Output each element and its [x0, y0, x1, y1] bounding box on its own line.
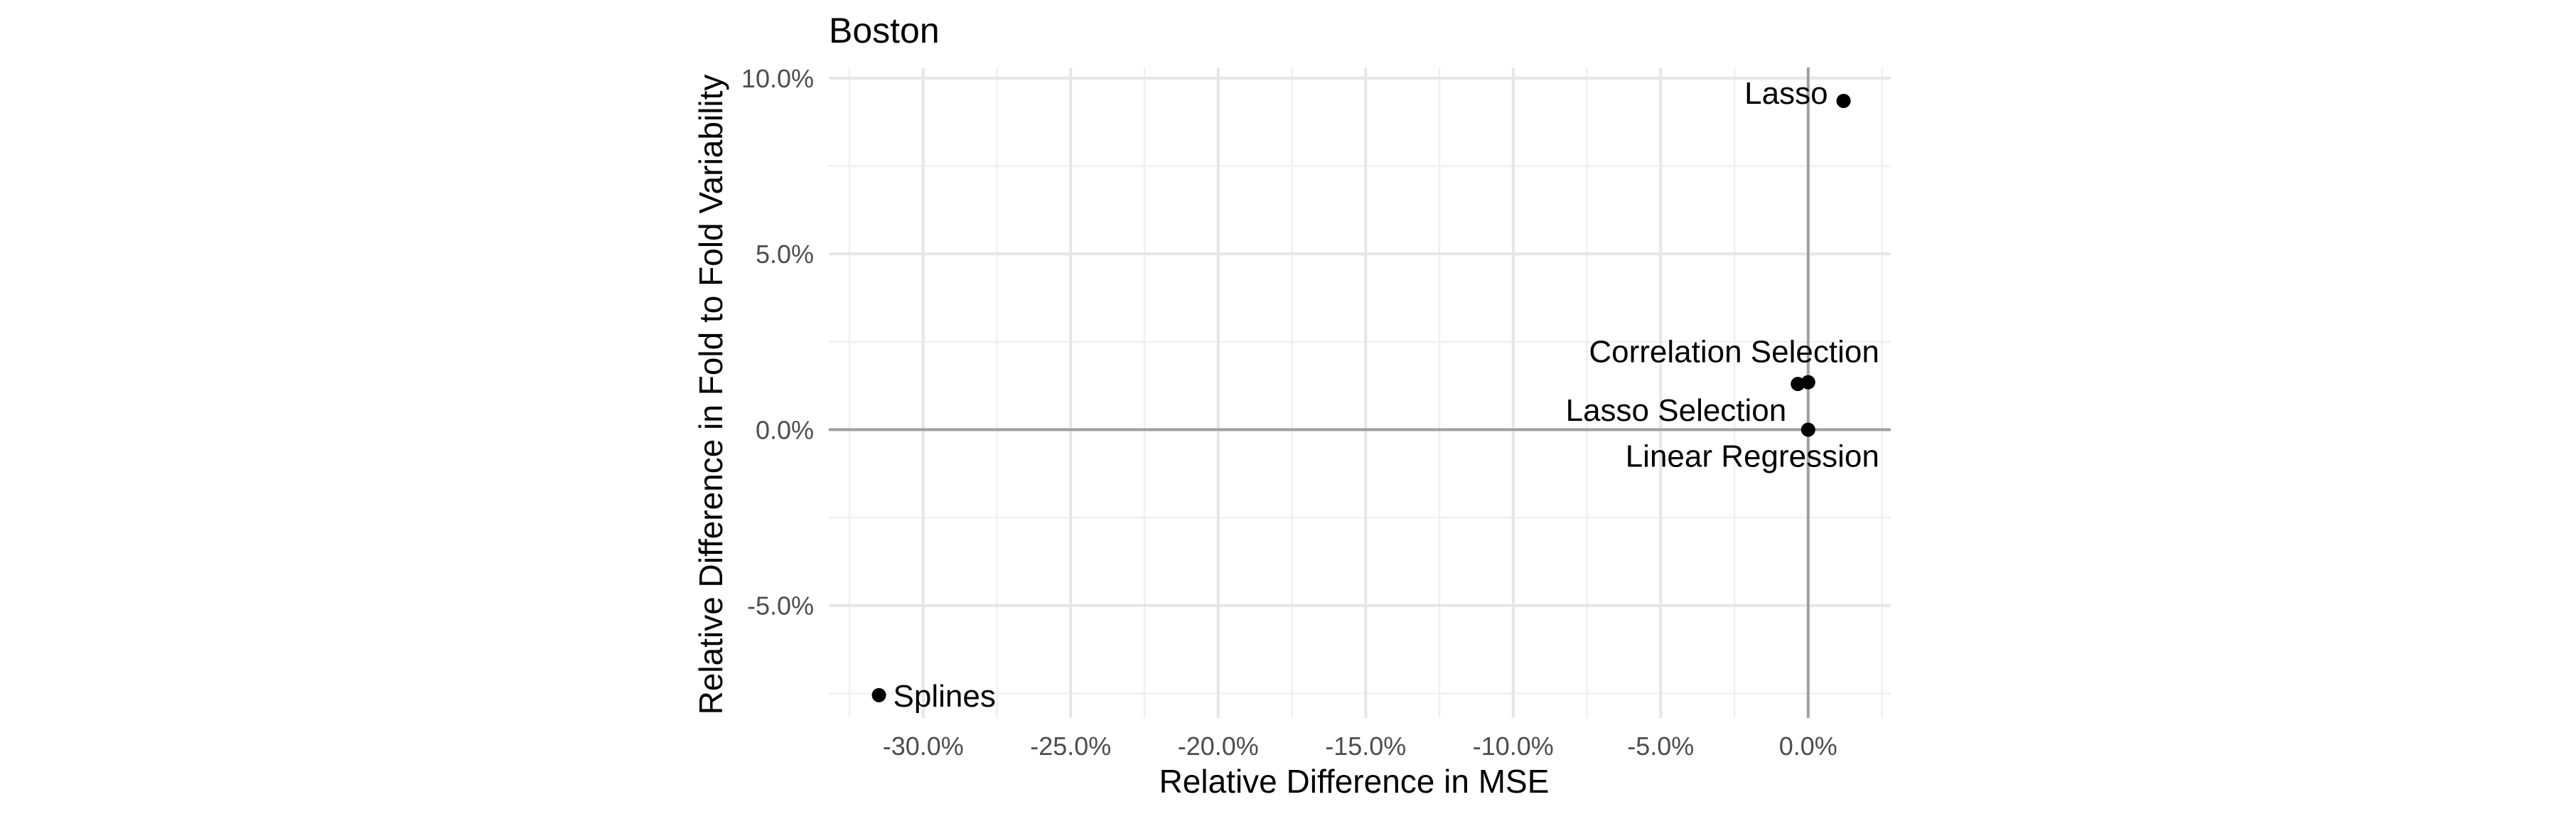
data-point: [1791, 377, 1805, 392]
y-axis-title: Relative Difference in Fold to Fold Vari…: [692, 75, 729, 715]
y-tick-label: -5.0%: [747, 591, 814, 621]
data-point: [1836, 93, 1851, 108]
x-tick-label: -15.0%: [1325, 732, 1406, 761]
x-tick-label: -10.0%: [1473, 732, 1554, 761]
x-tick-label: -25.0%: [1030, 732, 1111, 761]
x-tick-label: -30.0%: [883, 732, 964, 761]
point-label: Correlation Selection: [1589, 335, 1879, 370]
x-axis-title: Relative Difference in MSE: [1159, 763, 1550, 800]
y-tick-label: 5.0%: [756, 240, 814, 269]
point-label: Lasso Selection: [1566, 393, 1787, 428]
x-tick-label: 0.0%: [1779, 732, 1837, 761]
reference-lines: [829, 68, 1891, 718]
y-axis-ticks: -5.0% 0.0% 5.0% 10.0%: [741, 64, 814, 621]
x-tick-label: -20.0%: [1178, 732, 1259, 761]
point-label: Linear Regression: [1626, 439, 1879, 473]
x-axis-ticks: -30.0% -25.0% -20.0% -15.0% -10.0% -5.0% 0.0%: [883, 732, 1837, 761]
data-point: [871, 687, 886, 702]
minor-gridlines: [829, 68, 1891, 718]
data-point: [1800, 422, 1815, 437]
data-points: [871, 93, 1851, 702]
point-labels: Lasso Correlation Selection Lasso Selectio…: [893, 76, 1879, 714]
chart-title: Boston: [829, 11, 940, 50]
point-label: Splines: [893, 679, 996, 714]
y-tick-label: 0.0%: [756, 415, 814, 444]
y-tick-label: 10.0%: [741, 64, 814, 93]
x-tick-label: -5.0%: [1627, 732, 1694, 761]
point-label: Lasso: [1744, 76, 1828, 111]
